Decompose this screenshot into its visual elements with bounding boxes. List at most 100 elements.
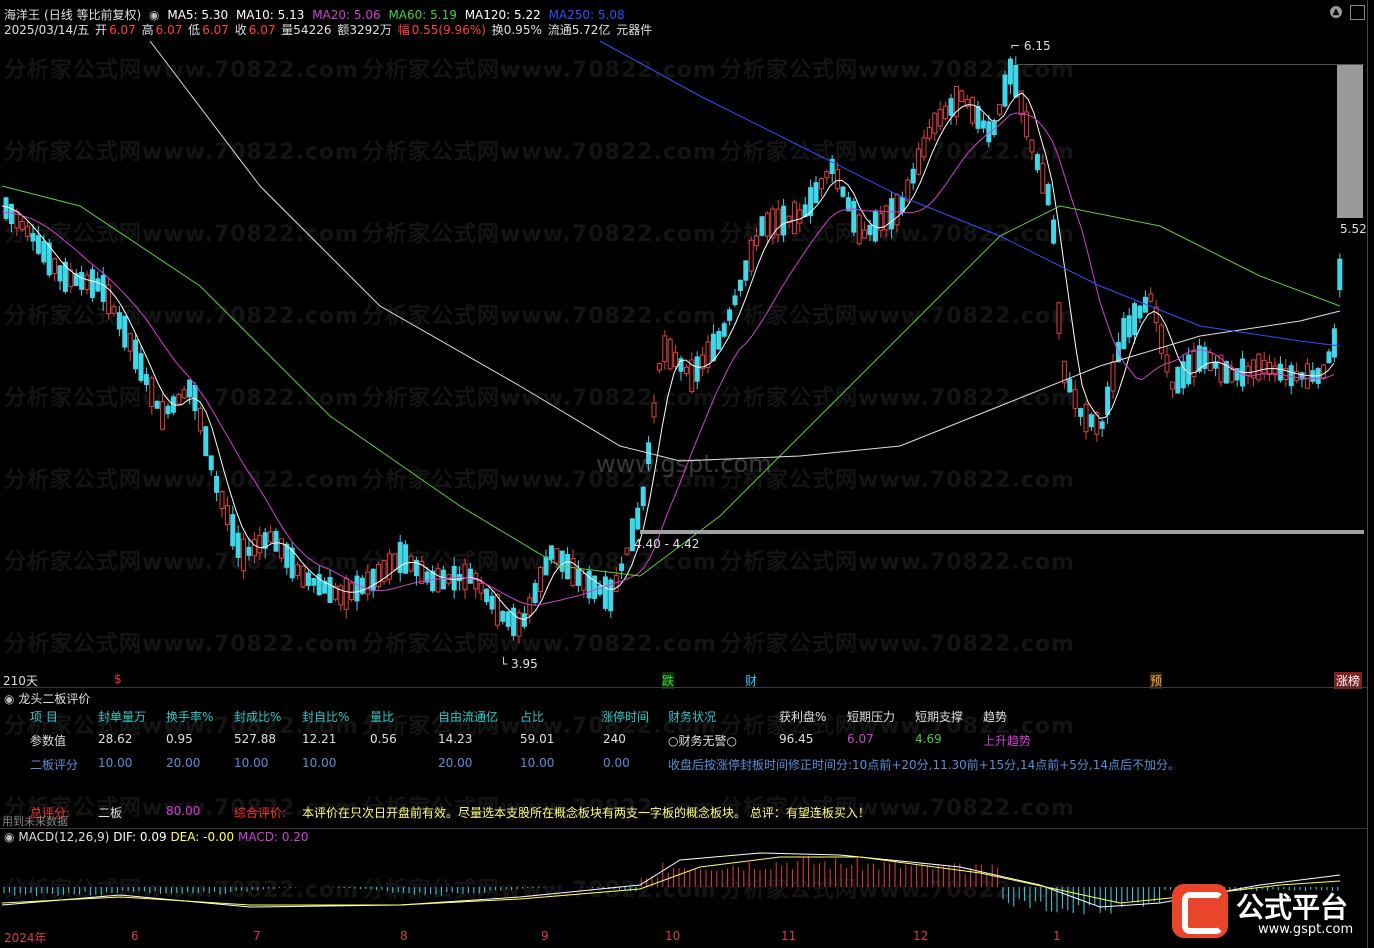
candle <box>1304 357 1310 389</box>
header-free-float: 自由流通亿 <box>438 710 499 724</box>
collapse-icon[interactable]: ▲ <box>1330 6 1342 18</box>
total-score-value: 80.00 <box>166 804 201 818</box>
candle <box>257 526 263 561</box>
candle <box>25 220 31 242</box>
candle <box>160 393 166 431</box>
maximize-icon[interactable] <box>1350 5 1365 20</box>
candle <box>916 142 922 176</box>
candle <box>219 490 225 518</box>
change-value: 0.55(9.96%) <box>411 23 486 37</box>
overall-text: 本评价在只次日开盘前有效。尽量选本支股所在概念板块有两支一字板的概念板块。 总评… <box>302 806 870 820</box>
candle <box>203 425 209 457</box>
param-value: 0.56 <box>370 732 397 746</box>
candle <box>467 563 473 584</box>
candle <box>79 265 85 296</box>
candle <box>284 541 290 575</box>
watermark: 分析家公式网www.70822.com <box>4 140 359 165</box>
watermark: 分析家公式网www.70822.com <box>362 58 717 83</box>
candle <box>635 502 641 531</box>
candle <box>781 198 787 243</box>
candle <box>251 532 257 564</box>
candle <box>1056 301 1062 340</box>
candle <box>694 351 700 390</box>
candle <box>176 392 182 405</box>
panel-title[interactable]: ◉ 龙头二板评价 <box>4 690 90 707</box>
candle <box>1126 308 1132 344</box>
macd-dif: DIF: 0.09 <box>113 830 167 844</box>
candle <box>1180 354 1186 395</box>
candle <box>3 196 9 221</box>
candle <box>883 204 889 238</box>
candle <box>403 540 409 575</box>
macd-value: MACD: 0.20 <box>238 830 309 844</box>
candle <box>829 155 835 183</box>
candle <box>68 262 74 293</box>
x-tick-label: 7 <box>253 929 261 943</box>
candle <box>662 330 668 370</box>
x-tick-label: 6 <box>131 929 139 943</box>
watermark: 分析家公式网www.70822.com <box>362 222 717 247</box>
panel-collapse-icon[interactable]: ◉ <box>4 692 15 706</box>
total-score-label: 总评分: <box>30 806 71 820</box>
close-value: 6.07 <box>248 23 276 37</box>
candle <box>1175 366 1181 394</box>
ma10-label: MA10: 5.13 <box>235 8 305 22</box>
candle <box>856 212 862 246</box>
candle <box>165 403 171 419</box>
header-item: 项 目 <box>30 710 58 724</box>
candle <box>921 129 927 162</box>
macd-header: ◉ MACD(12,26,9) DIF: 0.09 DEA: -0.00 MAC… <box>4 830 309 844</box>
candle <box>273 528 279 552</box>
marker-dollar[interactable]: $ <box>114 672 122 686</box>
ma-toggle-icon[interactable]: ◉ <box>149 8 160 22</box>
open-value: 6.07 <box>109 23 136 37</box>
turnover-value: 换0.95% <box>491 23 542 37</box>
candle <box>737 279 743 297</box>
score-value: 10.00 <box>302 756 337 770</box>
score-value: 10.00 <box>234 756 269 770</box>
candle <box>500 610 506 625</box>
logo-g-icon <box>1182 892 1224 934</box>
candle <box>619 556 625 580</box>
candle <box>57 264 63 291</box>
macd-chart[interactable] <box>0 845 1368 929</box>
candle <box>127 332 133 362</box>
candle <box>527 593 533 624</box>
marker-limit-up-list[interactable]: 涨榜 <box>1334 672 1363 689</box>
marker-forecast[interactable]: 预 <box>1150 672 1163 689</box>
candle <box>516 609 522 644</box>
candle <box>570 549 576 588</box>
candle <box>1337 253 1343 298</box>
candle <box>473 570 479 599</box>
macd-collapse-icon[interactable]: ◉ <box>4 830 15 844</box>
price-chart[interactable] <box>0 36 1368 668</box>
candle <box>538 565 544 599</box>
low-label: 低 <box>188 23 201 37</box>
watermark: 分析家公式网www.70822.com <box>362 632 717 657</box>
header-seal-volume: 封单量万 <box>98 710 147 724</box>
marker-finance[interactable]: 财 <box>745 674 758 688</box>
candle <box>1067 372 1073 394</box>
param-value: 0.95 <box>166 732 193 746</box>
param-value: 上升趋势 <box>983 734 1032 748</box>
candle <box>116 305 122 337</box>
candle <box>721 321 727 338</box>
candle <box>910 162 916 191</box>
candle <box>1256 352 1262 383</box>
candle <box>894 192 900 233</box>
stock-name[interactable]: 海洋王 <box>4 8 41 22</box>
candle <box>1294 362 1300 384</box>
candle <box>268 525 274 544</box>
candle <box>532 579 538 605</box>
marker-fall[interactable]: 跌 <box>662 672 675 689</box>
candle <box>991 118 997 138</box>
candle <box>111 303 117 317</box>
candle <box>748 236 754 277</box>
candle <box>278 538 284 563</box>
watermark: 分析家公式网www.70822.com <box>362 304 717 329</box>
candle <box>192 382 198 420</box>
candle <box>813 175 819 204</box>
candle <box>295 561 301 580</box>
watermark: 分析家公式网www.70822.com <box>4 222 359 247</box>
volume-value: 量54226 <box>281 23 332 37</box>
